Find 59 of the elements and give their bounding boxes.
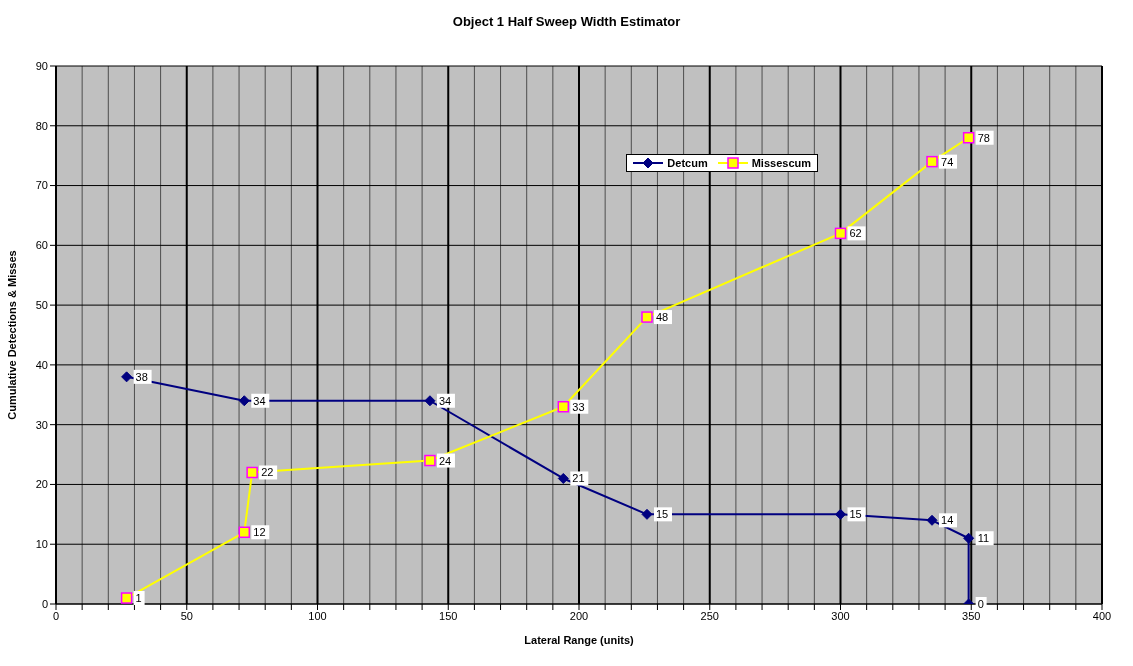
x-tick-label: 200 [569, 609, 589, 622]
data-label: 33 [572, 400, 585, 413]
y-tick-label: 50 [35, 299, 48, 312]
data-label: 38 [135, 370, 148, 383]
data-label: 74 [941, 155, 954, 168]
data-label: 22 [261, 466, 274, 479]
point [834, 227, 847, 240]
point [557, 400, 570, 413]
point [835, 508, 846, 520]
point [963, 532, 975, 544]
x-tick-label: 350 [962, 609, 981, 622]
y-tick-label: 40 [35, 358, 48, 371]
x-tick-label: 250 [700, 609, 719, 622]
point [424, 454, 436, 467]
data-label: 15 [655, 508, 669, 521]
x-tick-label: 300 [831, 609, 850, 622]
data-label: 48 [655, 311, 669, 324]
y-tick-label: 90 [35, 59, 48, 72]
y-tick-label: 70 [35, 179, 48, 192]
point [424, 395, 436, 407]
data-label: 21 [572, 472, 585, 485]
point [120, 592, 133, 604]
chart-title: Object 1 Half Sweep Width Estimator [451, 13, 682, 31]
data-label: 78 [977, 131, 990, 144]
data-label: 11 [977, 532, 990, 545]
x-axis-title: Lateral Range (units) [524, 634, 635, 646]
data-label: 1 [135, 592, 142, 605]
point [557, 472, 569, 484]
x-tick-label: 150 [439, 609, 458, 622]
point [641, 311, 653, 323]
data-label: 24 [438, 454, 452, 467]
point [246, 466, 258, 479]
point [238, 526, 251, 539]
data-label: 34 [438, 394, 452, 407]
data-label: 15 [849, 508, 862, 521]
point [926, 155, 938, 168]
y-tick-label: 20 [35, 478, 48, 491]
y-axis-title: Cumulative Detections & Misses [5, 250, 18, 420]
point [238, 395, 250, 407]
data-label: 62 [849, 227, 862, 240]
y-tick-label: 60 [35, 239, 48, 252]
y-tick-label: 80 [35, 119, 48, 132]
point [641, 508, 653, 520]
point [926, 514, 938, 526]
x-tick-label: 100 [308, 609, 327, 622]
y-tick-label: 0 [41, 597, 48, 610]
point [121, 371, 133, 383]
data-label: 34 [253, 394, 266, 407]
legend-label: Missescum [750, 157, 811, 169]
data-label: 0 [977, 598, 984, 610]
x-tick-label: 50 [180, 609, 193, 622]
data-label: 14 [941, 514, 954, 527]
x-tick-label: 400 [1092, 609, 1112, 622]
legend-label: Detcum [666, 157, 708, 169]
x-tick-label: 0 [52, 609, 60, 622]
y-tick-label: 10 [35, 538, 48, 551]
point [962, 131, 975, 144]
data-label: 12 [253, 526, 266, 539]
y-tick-label: 30 [35, 418, 48, 431]
